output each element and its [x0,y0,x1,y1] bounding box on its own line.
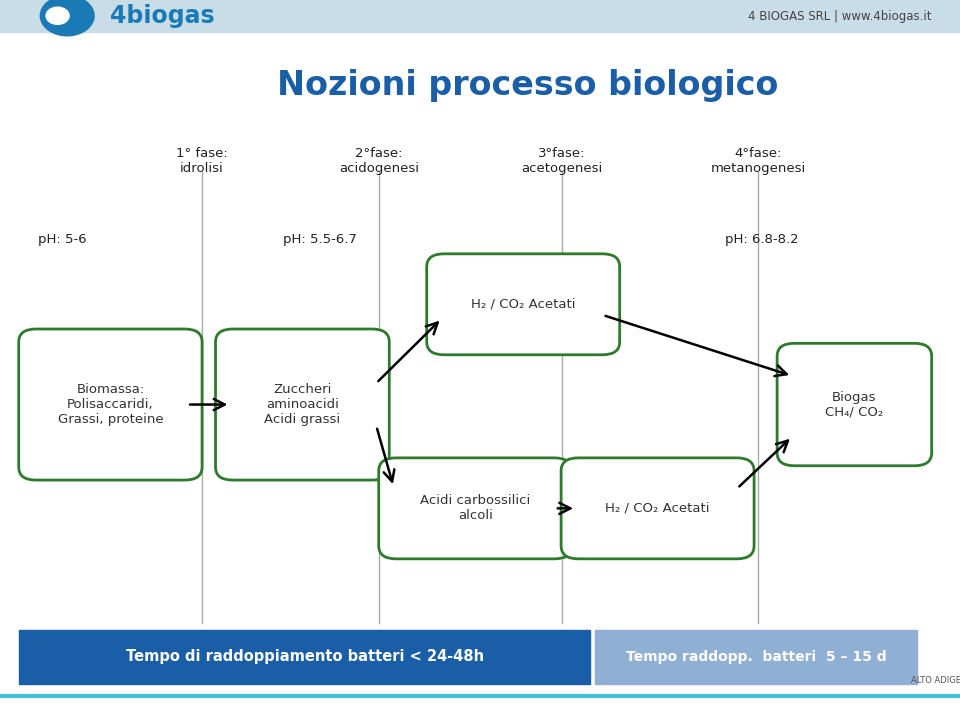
FancyBboxPatch shape [778,344,931,466]
Text: 4°fase:
metanogenesi: 4°fase: metanogenesi [710,147,806,175]
Text: Biomassa:
Polisaccaridi,
Grassi, proteine: Biomassa: Polisaccaridi, Grassi, protein… [58,383,163,426]
Bar [0,0,960,32]
Text: 4biogas: 4biogas [110,4,215,28]
Circle shape [46,7,69,24]
Text: H₂ / CO₂ Acetati: H₂ / CO₂ Acetati [606,502,709,515]
Bar [595,630,917,684]
Text: Zuccheri
aminoacidi
Acidi grassi: Zuccheri aminoacidi Acidi grassi [264,383,341,426]
Text: ALTO ADIGE: ALTO ADIGE [911,676,960,684]
Text: Tempo raddopp.  batteri  5 – 15 d: Tempo raddopp. batteri 5 – 15 d [626,650,886,664]
Text: pH: 5-6: pH: 5-6 [38,233,87,246]
Text: pH: 5.5-6.7: pH: 5.5-6.7 [283,233,357,246]
Text: pH: 6.8-8.2: pH: 6.8-8.2 [725,233,799,246]
Text: Tempo di raddoppiamento batteri < 24-48h: Tempo di raddoppiamento batteri < 24-48h [126,649,484,664]
Text: Nozioni processo biologico: Nozioni processo biologico [277,69,779,102]
Text: H₂ / CO₂ Acetati: H₂ / CO₂ Acetati [471,298,575,311]
Text: 3°fase:
acetogenesi: 3°fase: acetogenesi [521,147,602,175]
Bar [19,630,590,684]
Text: Biogas
CH₄/ CO₂: Biogas CH₄/ CO₂ [826,390,883,419]
FancyBboxPatch shape [426,254,620,355]
FancyBboxPatch shape [215,329,390,480]
Text: 1° fase:
idrolisi: 1° fase: idrolisi [176,147,228,175]
Text: Acidi carbossilici
alcoli: Acidi carbossilici alcoli [420,494,530,523]
FancyBboxPatch shape [378,458,571,558]
FancyBboxPatch shape [561,458,755,558]
Text: 2°fase:
acidogenesi: 2°fase: acidogenesi [339,147,420,175]
Circle shape [40,0,94,36]
FancyBboxPatch shape [19,329,203,480]
Text: 4 BIOGAS SRL | www.4biogas.it: 4 BIOGAS SRL | www.4biogas.it [748,9,931,23]
